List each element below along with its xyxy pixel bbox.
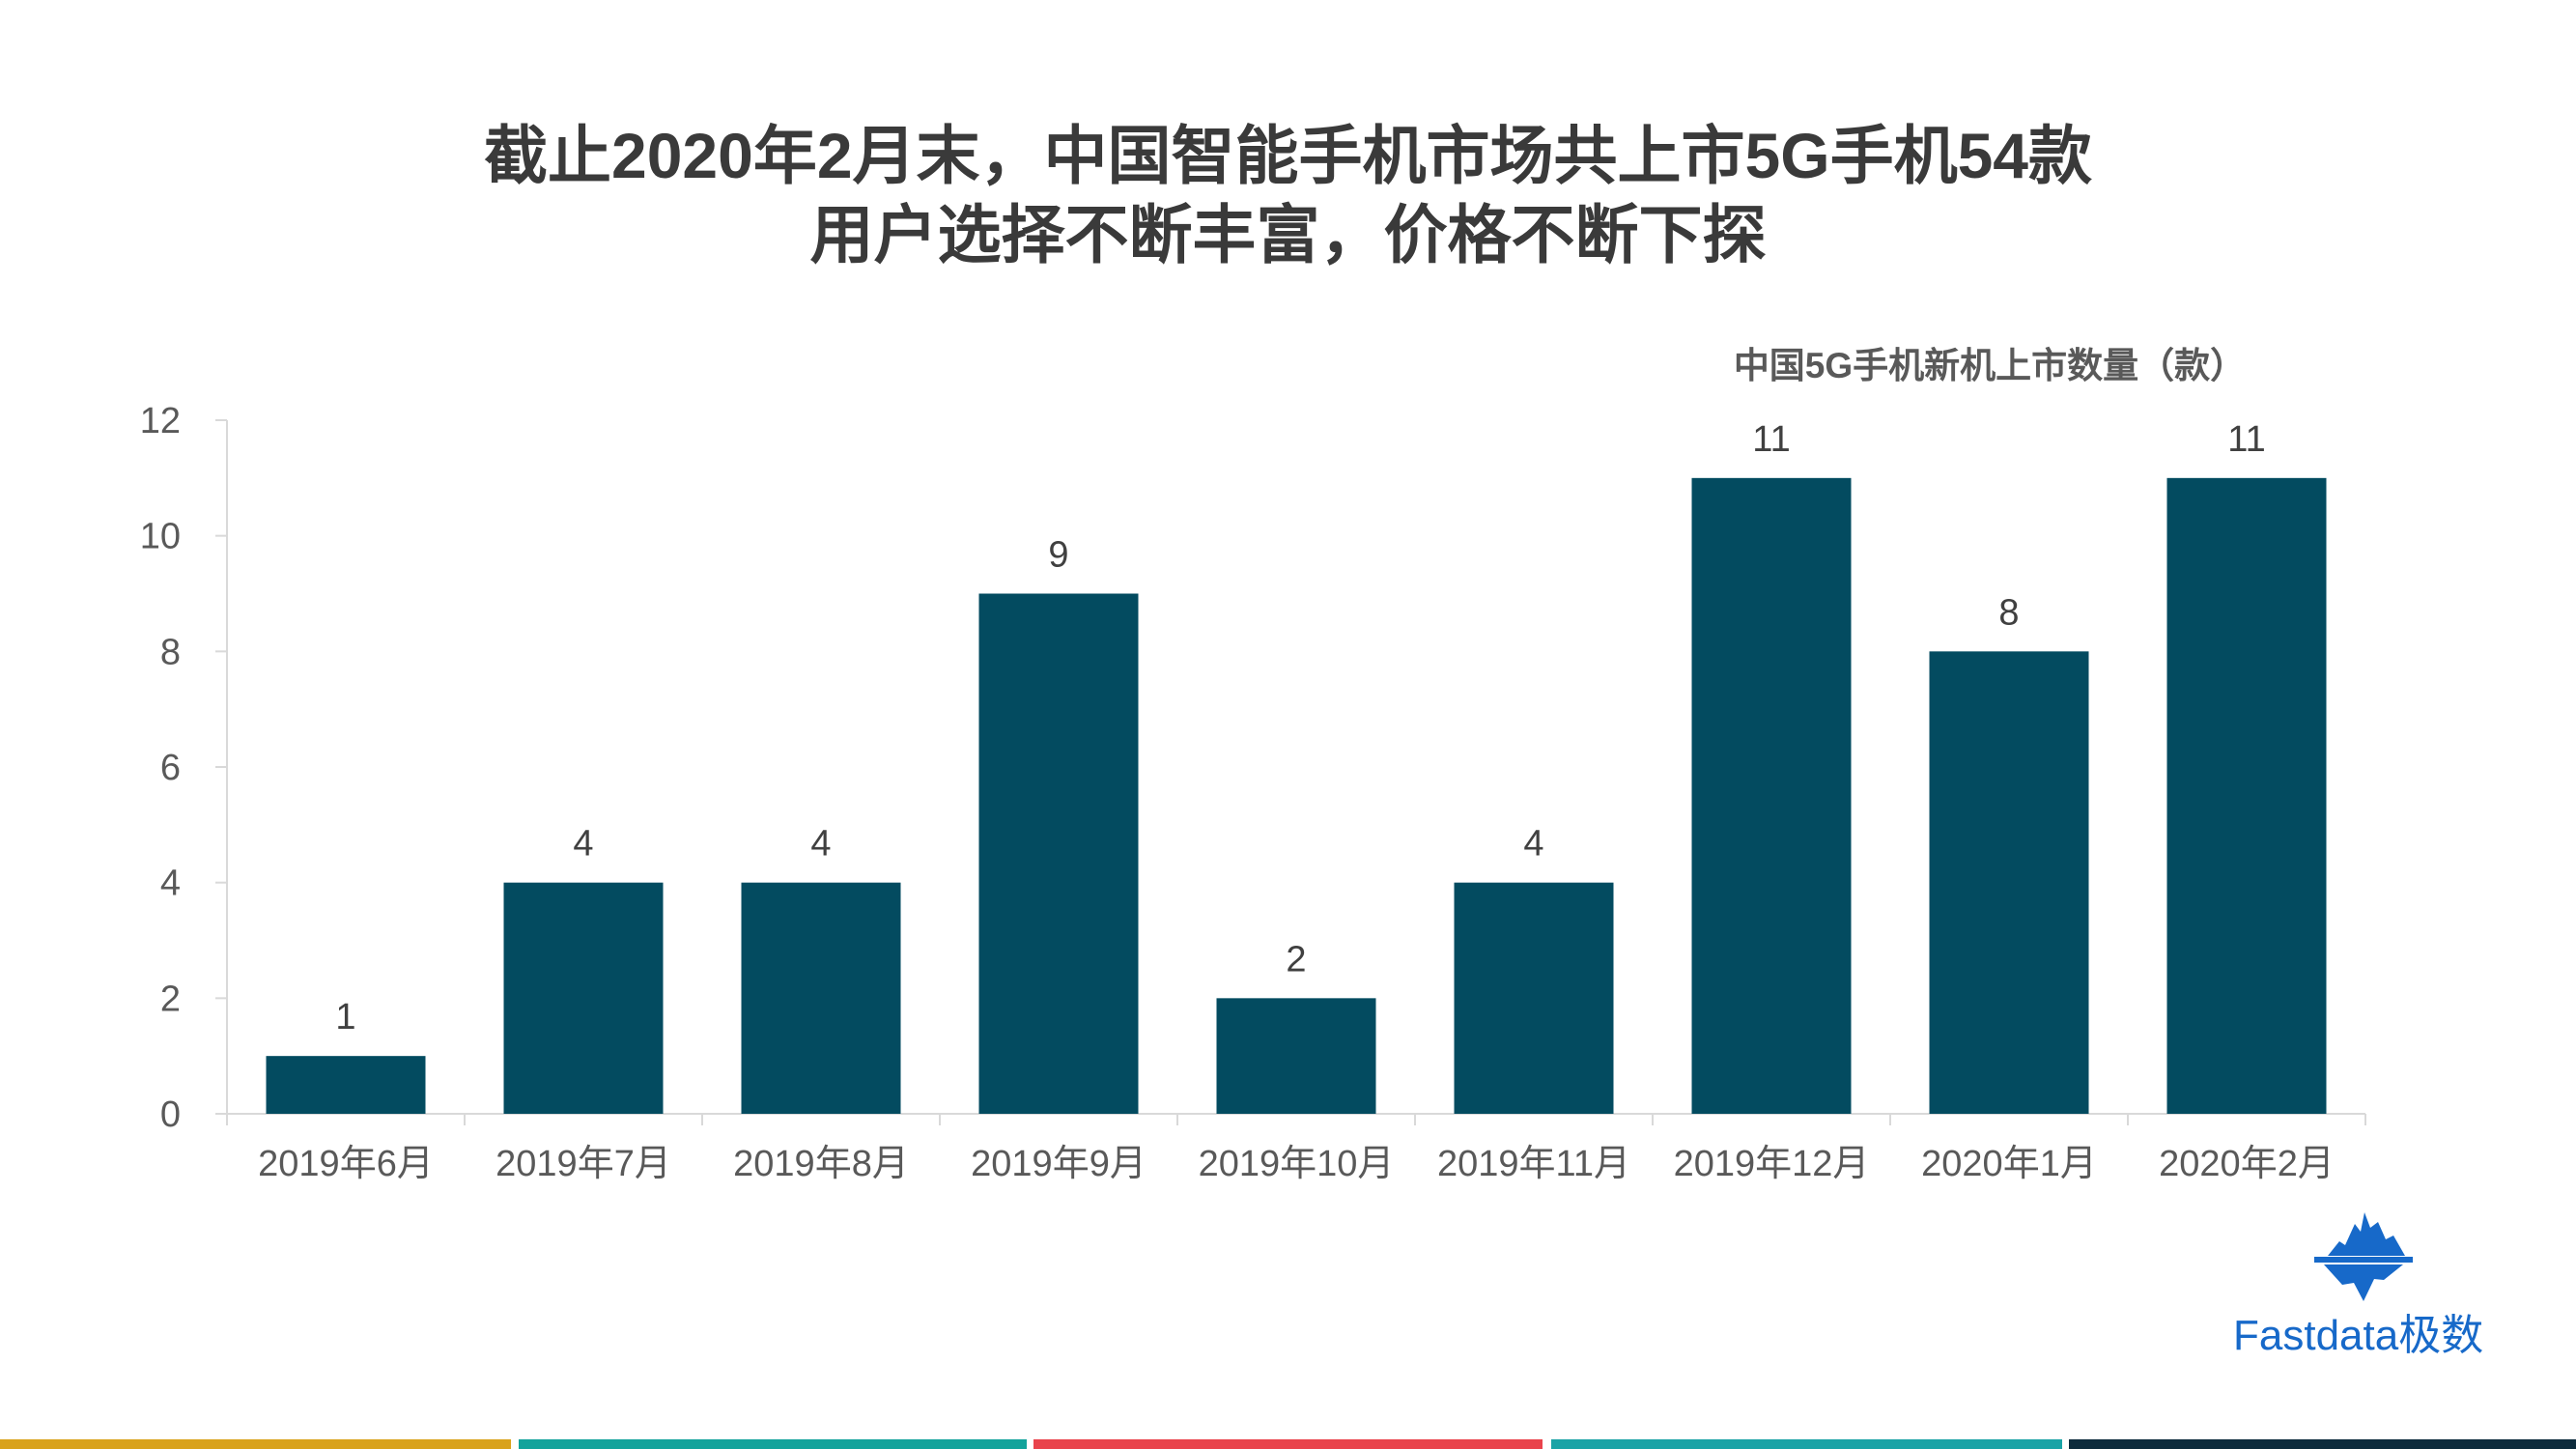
data-label-4: 9 [1048,535,1068,576]
data-label-1: 1 [335,997,355,1037]
bar-7 [1691,477,1852,1114]
data-label-8: 8 [1998,592,2019,633]
bar-5 [1216,998,1376,1114]
y-tick-label-6: 6 [160,748,181,788]
title-line-2: 用户选择不断丰富，价格不断下探 [809,199,1767,270]
data-label-6: 4 [1523,824,1543,865]
bar-2 [503,882,664,1114]
title-line-1: 截止2020年2月末，中国智能手机市场共上市5G手机54款 [484,120,2092,191]
bars [266,477,2327,1114]
brand-name: Fastdata极数 [2233,1312,2484,1359]
y-tick-label-0: 0 [160,1094,181,1135]
footer-stripe-2 [519,1439,1027,1449]
y-tick-label-10: 10 [140,517,181,557]
x-tick-label-7: 2019年12月 [1674,1144,1870,1184]
x-tick-labels: 2019年6月 2019年7月 2019年8月 2019年9月 2019年10月 2019… [258,1144,2335,1184]
y-axis: 0 2 4 6 8 10 12 [140,401,228,1135]
data-label-9: 11 [2227,419,2265,460]
chart-title: 中国5G手机新机上市数量（款） [1733,346,2247,385]
bar-3 [741,882,901,1114]
y-tick-label-4: 4 [160,864,181,904]
data-label-2: 4 [573,824,593,865]
x-tick-label-8: 2020年1月 [1921,1144,2097,1184]
data-label-3: 4 [810,824,831,865]
x-tick-label-6: 2019年11月 [1437,1144,1630,1184]
data-label-7: 11 [1752,419,1790,460]
bar-1 [266,1056,426,1114]
data-labels: 1 4 4 9 2 4 11 8 11 [335,419,2265,1037]
bar-4 [978,593,1139,1114]
x-tick-label-3: 2019年8月 [733,1144,909,1184]
footer-stripe-5 [2069,1439,2576,1449]
x-tick-label-9: 2020年2月 [2159,1144,2335,1184]
slide-title: 截止2020年2月末，中国智能手机市场共上市5G手机54款 用户选择不断丰富，价… [0,116,2576,274]
x-tick-label-4: 2019年9月 [971,1144,1146,1184]
data-label-5: 2 [1286,939,1306,980]
footer-stripe-3 [1033,1439,1543,1449]
footer-stripe-4 [1551,1439,2062,1449]
x-tick-label-5: 2019年10月 [1199,1144,1395,1184]
y-tick-label-2: 2 [160,979,181,1019]
y-tick-label-8: 8 [160,632,181,672]
x-tick-label-2: 2019年7月 [495,1144,671,1184]
footer-stripe-1 [0,1439,511,1449]
x-axis [226,1113,2366,1125]
x-tick-label-1: 2019年6月 [258,1144,434,1184]
iceberg-logo-icon [2314,1212,2413,1301]
y-tick-label-12: 12 [140,401,181,441]
bar-8 [1929,651,2089,1114]
bar-6 [1454,882,1614,1114]
bar-9 [2166,477,2327,1114]
